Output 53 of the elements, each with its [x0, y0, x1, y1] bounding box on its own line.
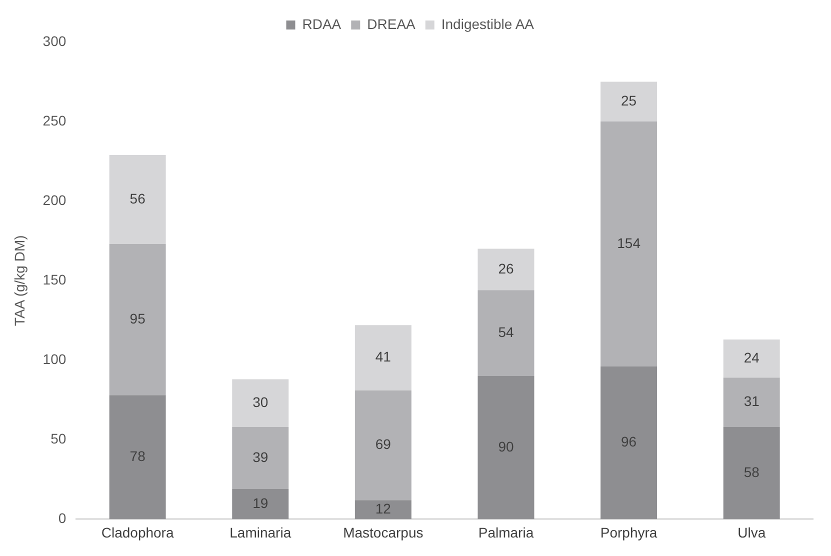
legend-label: Indigestible AA	[441, 16, 535, 32]
bar	[478, 290, 534, 376]
data-label: 25	[621, 92, 637, 109]
data-label: 96	[621, 434, 637, 450]
bar	[723, 426, 780, 520]
y-tick-label: 300	[42, 32, 66, 49]
data-label: 19	[252, 494, 268, 511]
bar	[354, 390, 412, 500]
bar	[600, 82, 658, 122]
bar	[232, 379, 289, 427]
data-label: 56	[130, 190, 146, 206]
bar	[109, 154, 166, 244]
data-label: 54	[498, 324, 514, 340]
data-label: 31	[744, 393, 760, 410]
bar	[600, 366, 658, 520]
data-label: 39	[252, 448, 268, 465]
y-tick-label: 0	[58, 510, 66, 526]
bar	[600, 122, 658, 366]
data-label: 26	[498, 260, 514, 276]
y-tick-label: 250	[42, 112, 66, 128]
x-tick-label: Mastocarpus	[343, 524, 424, 540]
data-label: 90	[498, 438, 514, 454]
y-tick-label: 150	[42, 271, 66, 288]
y-tick-label: 50	[50, 430, 66, 447]
data-label: 95	[130, 310, 146, 326]
y-tick-label: 200	[42, 192, 66, 208]
y-axis-title: TAA (g/kg DM)	[11, 235, 28, 326]
y-tick-label: 100	[42, 350, 66, 367]
data-label: 58	[744, 464, 760, 480]
x-tick-label: Laminaria	[230, 524, 292, 540]
data-label: 154	[617, 234, 641, 251]
x-tick-label: Cladophora	[101, 524, 174, 540]
bar	[232, 426, 289, 489]
x-tick-label: Palmaria	[478, 524, 534, 540]
data-label: 12	[375, 500, 392, 517]
data-label: 24	[744, 349, 760, 366]
bar	[478, 248, 534, 290]
bar	[354, 500, 412, 520]
x-tick-label: Ulva	[738, 524, 766, 540]
bar	[109, 395, 166, 520]
data-label: 30	[252, 394, 268, 410]
bar	[354, 325, 412, 390]
legend-label: DREAA	[367, 16, 416, 32]
bar	[232, 488, 289, 520]
bar	[478, 376, 534, 520]
data-label: 69	[375, 436, 392, 452]
data-label: 78	[130, 448, 146, 464]
bar	[723, 339, 780, 378]
legend-label: RDAA	[302, 16, 342, 32]
bar	[723, 378, 780, 427]
data-label: 41	[375, 348, 392, 365]
bar	[109, 244, 166, 396]
x-tick-label: Porphyra	[600, 524, 658, 540]
